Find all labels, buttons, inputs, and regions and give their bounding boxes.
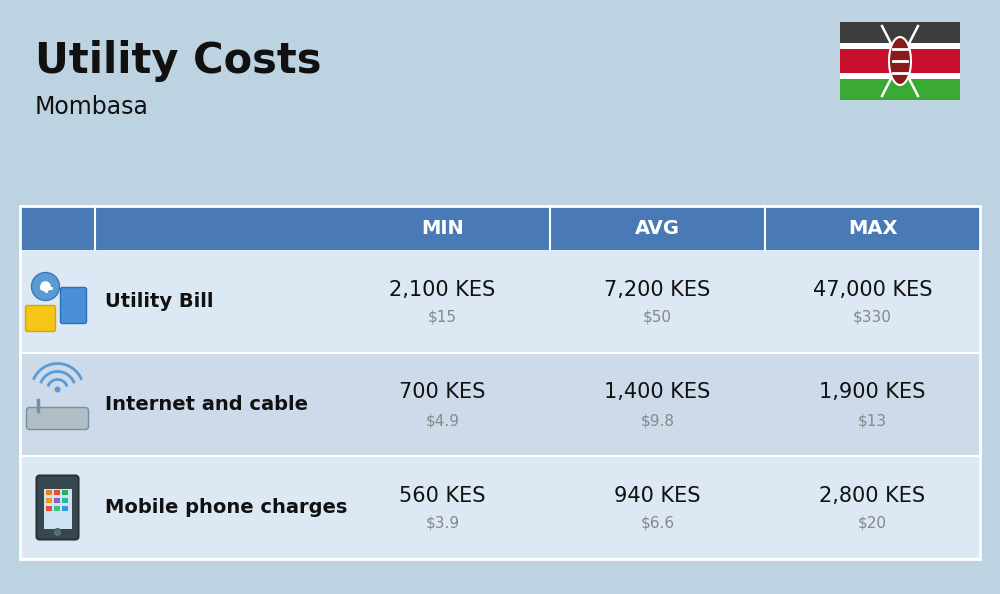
FancyBboxPatch shape <box>26 305 56 331</box>
Bar <box>95 353 335 456</box>
Text: $15: $15 <box>428 310 457 325</box>
Bar <box>550 206 765 250</box>
Bar <box>765 250 980 353</box>
Ellipse shape <box>889 37 911 85</box>
Text: 7,200 KES: 7,200 KES <box>604 280 711 299</box>
Text: Utility Costs: Utility Costs <box>35 40 322 82</box>
Bar <box>46 489 52 494</box>
Bar <box>840 43 960 49</box>
Bar <box>335 206 550 250</box>
Bar <box>335 250 550 353</box>
Text: $20: $20 <box>858 516 887 531</box>
Bar <box>550 353 765 456</box>
Bar <box>20 206 95 250</box>
Bar <box>335 456 550 559</box>
Circle shape <box>32 273 60 301</box>
Bar <box>840 79 960 100</box>
Text: Internet and cable: Internet and cable <box>105 395 308 414</box>
Text: 700 KES: 700 KES <box>399 383 486 403</box>
Bar <box>550 456 765 559</box>
Text: MAX: MAX <box>848 219 897 238</box>
Bar <box>20 250 95 353</box>
Bar <box>20 206 980 559</box>
Text: 560 KES: 560 KES <box>399 485 486 505</box>
Bar <box>54 498 60 503</box>
Bar <box>20 353 95 456</box>
Text: 1,400 KES: 1,400 KES <box>604 383 711 403</box>
Bar <box>765 456 980 559</box>
Circle shape <box>54 529 62 536</box>
Text: Mobile phone charges: Mobile phone charges <box>105 498 347 517</box>
Bar <box>62 498 68 503</box>
Bar <box>335 353 550 456</box>
Bar <box>62 489 68 494</box>
Text: 1,900 KES: 1,900 KES <box>819 383 926 403</box>
Text: $6.6: $6.6 <box>640 516 675 531</box>
Bar <box>44 488 72 529</box>
Text: 2,800 KES: 2,800 KES <box>819 485 926 505</box>
Circle shape <box>54 387 60 393</box>
Text: $9.8: $9.8 <box>640 413 674 428</box>
Text: 940 KES: 940 KES <box>614 485 701 505</box>
Bar <box>840 49 960 72</box>
Text: 2,100 KES: 2,100 KES <box>389 280 496 299</box>
Text: $330: $330 <box>853 310 892 325</box>
Bar <box>765 353 980 456</box>
FancyBboxPatch shape <box>26 407 88 429</box>
Bar <box>95 206 335 250</box>
Bar <box>95 250 335 353</box>
Bar <box>62 505 68 510</box>
Text: MIN: MIN <box>421 219 464 238</box>
Bar <box>550 250 765 353</box>
Text: $3.9: $3.9 <box>425 516 460 531</box>
Text: $4.9: $4.9 <box>426 413 460 428</box>
Text: Utility Bill: Utility Bill <box>105 292 214 311</box>
FancyBboxPatch shape <box>36 476 78 539</box>
Text: $13: $13 <box>858 413 887 428</box>
Text: Mombasa: Mombasa <box>35 95 149 119</box>
Circle shape <box>40 280 52 292</box>
Text: 47,000 KES: 47,000 KES <box>813 280 932 299</box>
Text: AVG: AVG <box>635 219 680 238</box>
Bar <box>46 505 52 510</box>
Bar <box>46 498 52 503</box>
FancyBboxPatch shape <box>60 287 87 324</box>
Bar <box>95 456 335 559</box>
Bar <box>54 505 60 510</box>
Bar <box>54 489 60 494</box>
Text: $50: $50 <box>643 310 672 325</box>
Bar <box>840 72 960 79</box>
Bar <box>840 22 960 43</box>
Bar <box>20 456 95 559</box>
Bar <box>765 206 980 250</box>
